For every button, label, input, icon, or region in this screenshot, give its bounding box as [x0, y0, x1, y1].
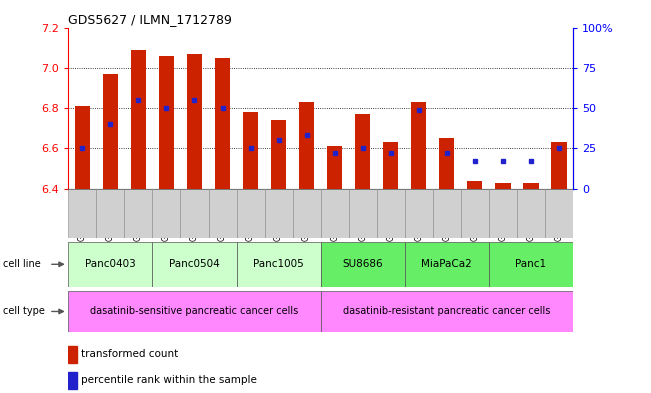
Bar	[467, 180, 482, 189]
Bar	[377, 189, 405, 238]
Text: MiaPaCa2: MiaPaCa2	[421, 259, 472, 269]
Bar	[489, 189, 517, 238]
Bar	[271, 120, 286, 189]
Bar	[68, 242, 152, 287]
Bar	[320, 291, 573, 332]
Bar	[131, 50, 146, 189]
Bar	[152, 242, 236, 287]
Bar	[68, 372, 77, 389]
Bar	[383, 142, 398, 189]
Bar	[517, 189, 545, 238]
Bar	[292, 189, 320, 238]
Bar	[355, 114, 370, 189]
Bar	[411, 102, 426, 189]
Bar	[433, 189, 461, 238]
Bar	[545, 189, 573, 238]
Bar	[96, 189, 124, 238]
Bar	[327, 146, 342, 189]
Bar	[495, 183, 510, 189]
Bar	[299, 102, 314, 189]
Bar	[243, 112, 258, 189]
Text: GDS5627 / ILMN_1712789: GDS5627 / ILMN_1712789	[68, 13, 232, 26]
Bar	[320, 242, 405, 287]
Text: Panc1: Panc1	[516, 259, 546, 269]
Bar	[405, 189, 433, 238]
Bar	[349, 189, 377, 238]
Bar	[180, 189, 208, 238]
Bar	[124, 189, 152, 238]
Text: SU8686: SU8686	[342, 259, 383, 269]
Bar	[320, 189, 349, 238]
Bar	[551, 142, 566, 189]
Bar	[68, 189, 96, 238]
Bar	[523, 183, 538, 189]
Text: cell type: cell type	[3, 307, 45, 316]
Bar	[68, 346, 77, 363]
Text: cell line: cell line	[3, 259, 41, 269]
Bar	[187, 54, 202, 189]
Bar	[215, 58, 230, 189]
Bar	[75, 106, 90, 189]
Bar	[152, 189, 180, 238]
Text: transformed count: transformed count	[81, 349, 178, 360]
Bar	[103, 74, 118, 189]
Bar	[439, 138, 454, 189]
Text: percentile rank within the sample: percentile rank within the sample	[81, 375, 257, 386]
Bar	[405, 242, 489, 287]
Bar	[159, 56, 174, 189]
Text: dasatinib-resistant pancreatic cancer cells: dasatinib-resistant pancreatic cancer ce…	[343, 307, 551, 316]
Bar	[489, 242, 573, 287]
Bar	[236, 189, 264, 238]
Text: Panc0403: Panc0403	[85, 259, 136, 269]
Bar	[236, 242, 320, 287]
Text: Panc1005: Panc1005	[253, 259, 304, 269]
Text: Panc0504: Panc0504	[169, 259, 220, 269]
Bar	[461, 189, 489, 238]
Text: dasatinib-sensitive pancreatic cancer cells: dasatinib-sensitive pancreatic cancer ce…	[90, 307, 299, 316]
Bar	[208, 189, 236, 238]
Bar	[68, 291, 320, 332]
Bar	[264, 189, 292, 238]
